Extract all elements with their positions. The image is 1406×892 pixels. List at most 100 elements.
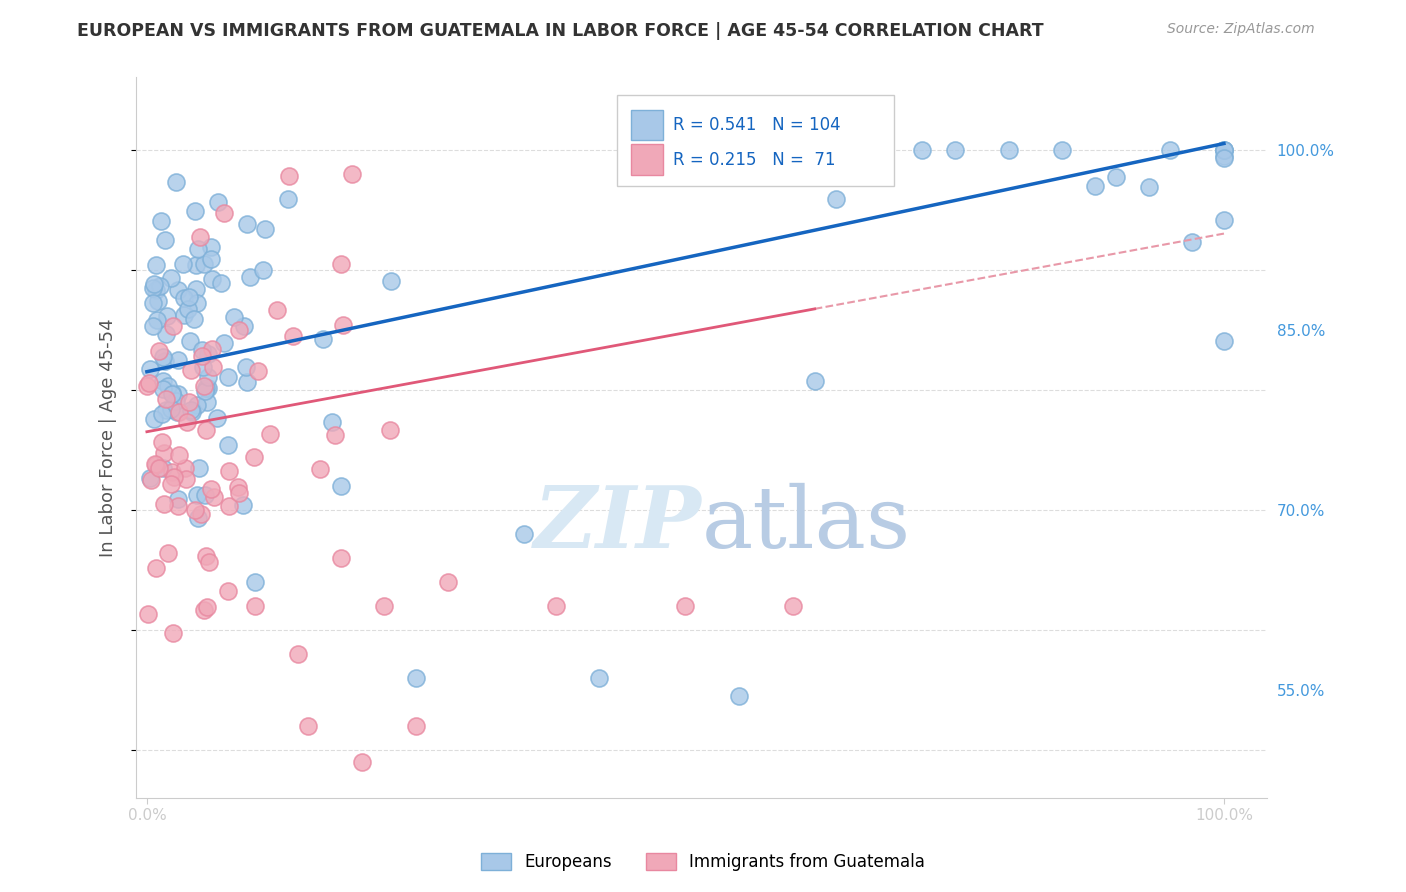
Point [167, 353, 190, 368]
Point [235, 359, 257, 374]
Point [148, 293, 170, 308]
Point [277, 192, 299, 206]
Point [187, 242, 209, 256]
Point [167, 405, 190, 419]
Point [136, 378, 159, 392]
Point [152, 382, 174, 396]
Point [329, 550, 352, 565]
Point [673, 599, 696, 613]
Point [212, 336, 235, 351]
Point [174, 461, 197, 475]
Point [153, 354, 176, 368]
Text: atlas: atlas [702, 483, 911, 566]
Point [198, 555, 221, 569]
Point [139, 473, 162, 487]
Point [176, 415, 198, 429]
Point [145, 561, 167, 575]
Point [142, 412, 165, 426]
Point [1052, 143, 1074, 157]
Point [297, 719, 319, 733]
Point [183, 502, 205, 516]
Point [197, 347, 219, 361]
Point [214, 205, 236, 219]
Point [1213, 212, 1236, 227]
Point [153, 233, 176, 247]
Point [588, 671, 610, 685]
Point [236, 375, 259, 389]
Point [1213, 143, 1236, 157]
Point [1213, 143, 1236, 157]
Point [187, 511, 209, 525]
Point [139, 361, 162, 376]
Point [187, 461, 209, 475]
Point [1181, 235, 1204, 249]
Point [1105, 169, 1128, 184]
Point [149, 279, 172, 293]
Point [145, 458, 167, 473]
Point [150, 434, 173, 449]
Point [232, 499, 254, 513]
Point [191, 343, 214, 358]
Point [153, 497, 176, 511]
Point [174, 472, 197, 486]
Point [193, 603, 215, 617]
Point [217, 583, 239, 598]
Point [139, 471, 162, 485]
Point [235, 218, 257, 232]
Point [136, 607, 159, 622]
Y-axis label: In Labor Force | Age 45-54: In Labor Force | Age 45-54 [100, 318, 117, 558]
Point [173, 308, 195, 322]
Point [943, 143, 966, 157]
Point [160, 401, 183, 416]
Point [183, 312, 205, 326]
Point [186, 296, 208, 310]
Point [166, 387, 188, 401]
Point [332, 318, 354, 332]
Point [181, 405, 204, 419]
Point [184, 203, 207, 218]
Point [321, 415, 343, 429]
Point [329, 479, 352, 493]
Bar [631, 110, 664, 140]
Point [156, 310, 179, 324]
Point [165, 175, 187, 189]
Point [380, 274, 402, 288]
Point [728, 689, 751, 703]
Point [218, 464, 240, 478]
Point [194, 424, 217, 438]
Point [246, 364, 269, 378]
Point [194, 549, 217, 563]
Text: ZIP: ZIP [534, 483, 702, 566]
Point [160, 465, 183, 479]
Point [152, 461, 174, 475]
Point [186, 488, 208, 502]
Text: Source: ZipAtlas.com: Source: ZipAtlas.com [1167, 22, 1315, 37]
Point [162, 625, 184, 640]
Point [145, 258, 167, 272]
Point [179, 334, 201, 348]
Point [191, 349, 214, 363]
Point [155, 326, 177, 341]
Point [437, 574, 460, 589]
Point [200, 271, 222, 285]
Point [252, 262, 274, 277]
Point [232, 318, 254, 333]
Point [188, 230, 211, 244]
Point [825, 192, 848, 206]
Point [405, 719, 427, 733]
Point [277, 169, 299, 184]
Point [997, 143, 1019, 157]
Point [197, 370, 219, 384]
Point [243, 599, 266, 613]
Point [1137, 179, 1160, 194]
Point [200, 252, 222, 267]
Text: EUROPEAN VS IMMIGRANTS FROM GUATEMALA IN LABOR FORCE | AGE 45-54 CORRELATION CHA: EUROPEAN VS IMMIGRANTS FROM GUATEMALA IN… [77, 22, 1043, 40]
Point [1084, 178, 1107, 193]
Point [218, 499, 240, 513]
Point [148, 461, 170, 475]
Point [160, 385, 183, 400]
Point [200, 482, 222, 496]
Point [153, 446, 176, 460]
Point [911, 143, 934, 157]
Point [1213, 143, 1236, 157]
